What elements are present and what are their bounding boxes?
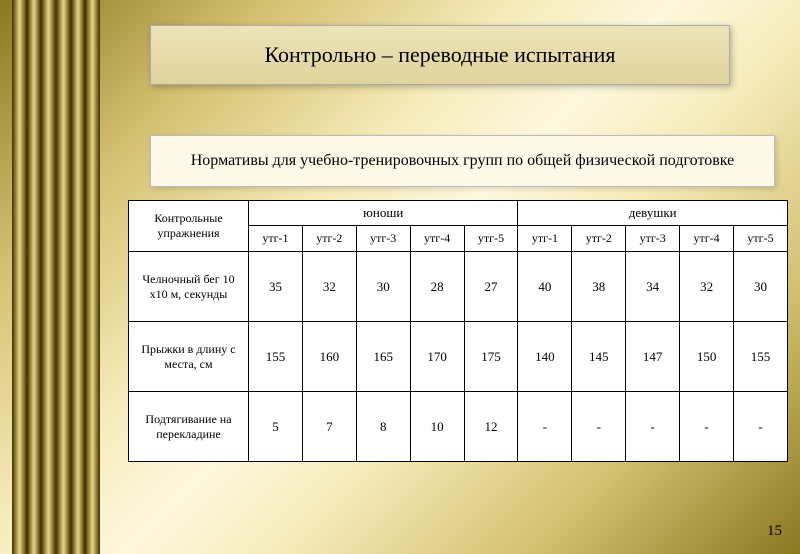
subheader: утг-5 <box>464 226 518 252</box>
subheader: утг-4 <box>410 226 464 252</box>
table-cell: 175 <box>464 322 518 392</box>
table-cell: 35 <box>249 252 303 322</box>
table-cell: 28 <box>410 252 464 322</box>
table-header-row-1: Контрольные упражнения юноши девушки <box>129 201 788 226</box>
table-cell: 140 <box>518 322 572 392</box>
exercise-header: Контрольные упражнения <box>129 201 249 252</box>
standards-table-wrap: Контрольные упражнения юноши девушки утг… <box>128 200 788 462</box>
table-cell: 147 <box>626 322 680 392</box>
table-cell: 40 <box>518 252 572 322</box>
exercise-label: Подтягивание на перекладине <box>129 392 249 462</box>
table-cell: 32 <box>680 252 734 322</box>
slide-subtitle: Нормативы для учебно-тренировочных групп… <box>191 151 735 172</box>
table-cell: 5 <box>249 392 303 462</box>
table-cell: 30 <box>734 252 788 322</box>
standards-table: Контрольные упражнения юноши девушки утг… <box>128 200 788 462</box>
subheader: утг-5 <box>734 226 788 252</box>
table-cell: 8 <box>356 392 410 462</box>
table-cell: 155 <box>734 322 788 392</box>
table-row: Челночный бег 10 х10 м, секунды 35 32 30… <box>129 252 788 322</box>
table-cell: 165 <box>356 322 410 392</box>
table-cell: 12 <box>464 392 518 462</box>
table-cell: - <box>572 392 626 462</box>
subheader: утг-4 <box>680 226 734 252</box>
curtain-decoration <box>12 0 100 554</box>
exercise-label: Прыжки в длину с места, см <box>129 322 249 392</box>
subheader: утг-2 <box>572 226 626 252</box>
table-cell: 7 <box>302 392 356 462</box>
table-cell: 160 <box>302 322 356 392</box>
slide-title: Контрольно – переводные испытания <box>264 42 615 68</box>
table-row: Прыжки в длину с места, см 155 160 165 1… <box>129 322 788 392</box>
table-cell: 32 <box>302 252 356 322</box>
table-cell: 27 <box>464 252 518 322</box>
group-girls-header: девушки <box>518 201 788 226</box>
table-cell: 150 <box>680 322 734 392</box>
table-cell: 10 <box>410 392 464 462</box>
subheader: утг-1 <box>518 226 572 252</box>
table-cell: - <box>626 392 680 462</box>
subheader: утг-1 <box>249 226 303 252</box>
subheader: утг-3 <box>356 226 410 252</box>
exercise-label: Челночный бег 10 х10 м, секунды <box>129 252 249 322</box>
table-cell: 145 <box>572 322 626 392</box>
title-box: Контрольно – переводные испытания <box>150 25 730 85</box>
table-cell: - <box>734 392 788 462</box>
table-cell: 30 <box>356 252 410 322</box>
subheader: утг-3 <box>626 226 680 252</box>
table-cell: 170 <box>410 322 464 392</box>
subheader: утг-2 <box>302 226 356 252</box>
table-cell: - <box>518 392 572 462</box>
table-cell: - <box>680 392 734 462</box>
table-cell: 34 <box>626 252 680 322</box>
table-cell: 155 <box>249 322 303 392</box>
table-cell: 38 <box>572 252 626 322</box>
group-boys-header: юноши <box>249 201 518 226</box>
subtitle-box: Нормативы для учебно-тренировочных групп… <box>150 135 775 187</box>
slide-number: 15 <box>767 523 782 540</box>
table-row: Подтягивание на перекладине 5 7 8 10 12 … <box>129 392 788 462</box>
